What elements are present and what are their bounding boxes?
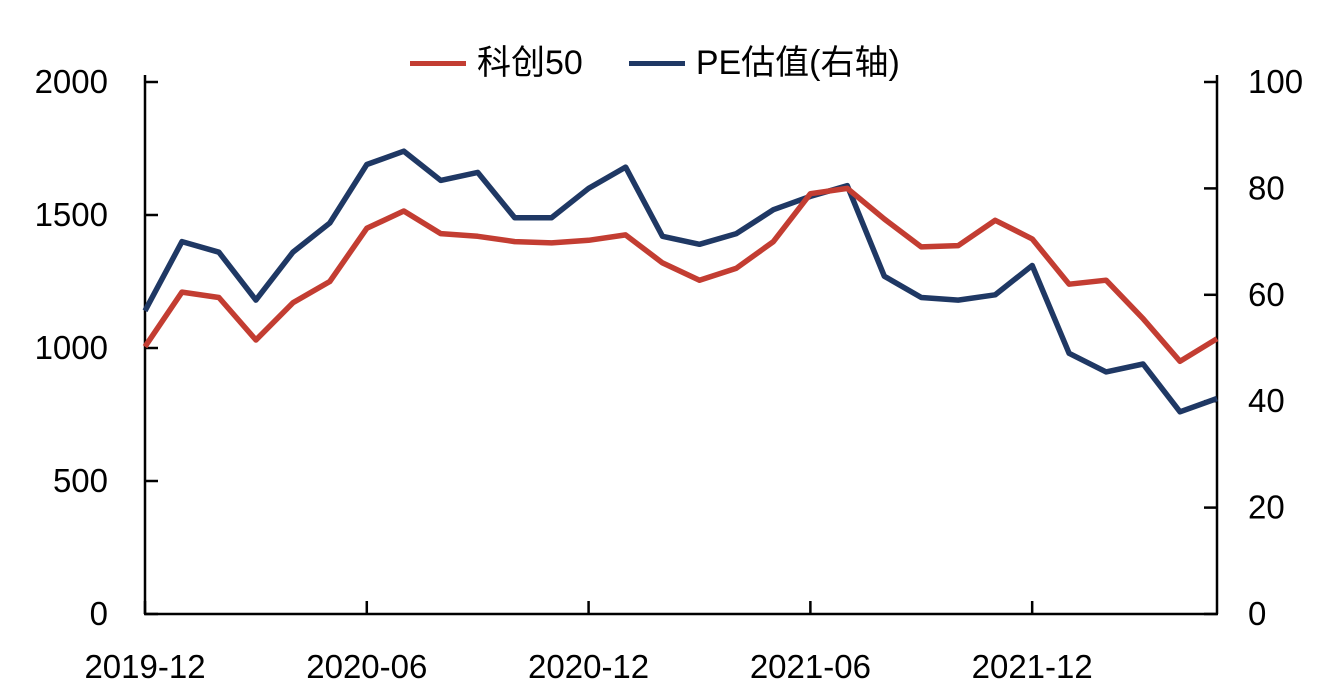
- y-right-tick-label: 0: [1248, 595, 1266, 632]
- y-right-tick-label: 80: [1248, 169, 1285, 206]
- y-left-tick-label: 0: [90, 595, 108, 632]
- y-right-tick-label: 100: [1248, 63, 1303, 100]
- series-line-kechuang50: [142, 185, 1219, 365]
- x-tick-label: 2020-06: [306, 648, 427, 685]
- x-tick-label: 2019-12: [84, 648, 205, 685]
- chart-legend: 科创50 PE估值(右轴): [410, 46, 900, 80]
- y-left-tick-label: 1500: [35, 196, 108, 233]
- x-tick-label: 2021-12: [972, 648, 1093, 685]
- legend-line-blue-icon: [628, 60, 685, 66]
- legend-item-pe: PE估值(右轴): [628, 44, 900, 82]
- x-tick-label: 2021-06: [750, 648, 871, 685]
- series-line-pe: [142, 148, 1218, 415]
- y-right-tick-label: 60: [1248, 276, 1285, 313]
- legend-label-pe: PE估值(右轴): [695, 44, 900, 82]
- y-left-tick-label: 2000: [35, 63, 108, 100]
- legend-item-kechuang50: 科创50: [410, 46, 583, 80]
- legend-line-red-icon: [410, 60, 466, 66]
- y-right-tick-label: 20: [1248, 489, 1285, 526]
- y-left-tick-label: 500: [53, 462, 108, 499]
- y-right-tick-label: 40: [1248, 382, 1285, 419]
- x-tick-label: 2020-12: [528, 648, 649, 685]
- y-left-tick-label: 1000: [35, 329, 108, 366]
- legend-label-kechuang50: 科创50: [477, 44, 583, 82]
